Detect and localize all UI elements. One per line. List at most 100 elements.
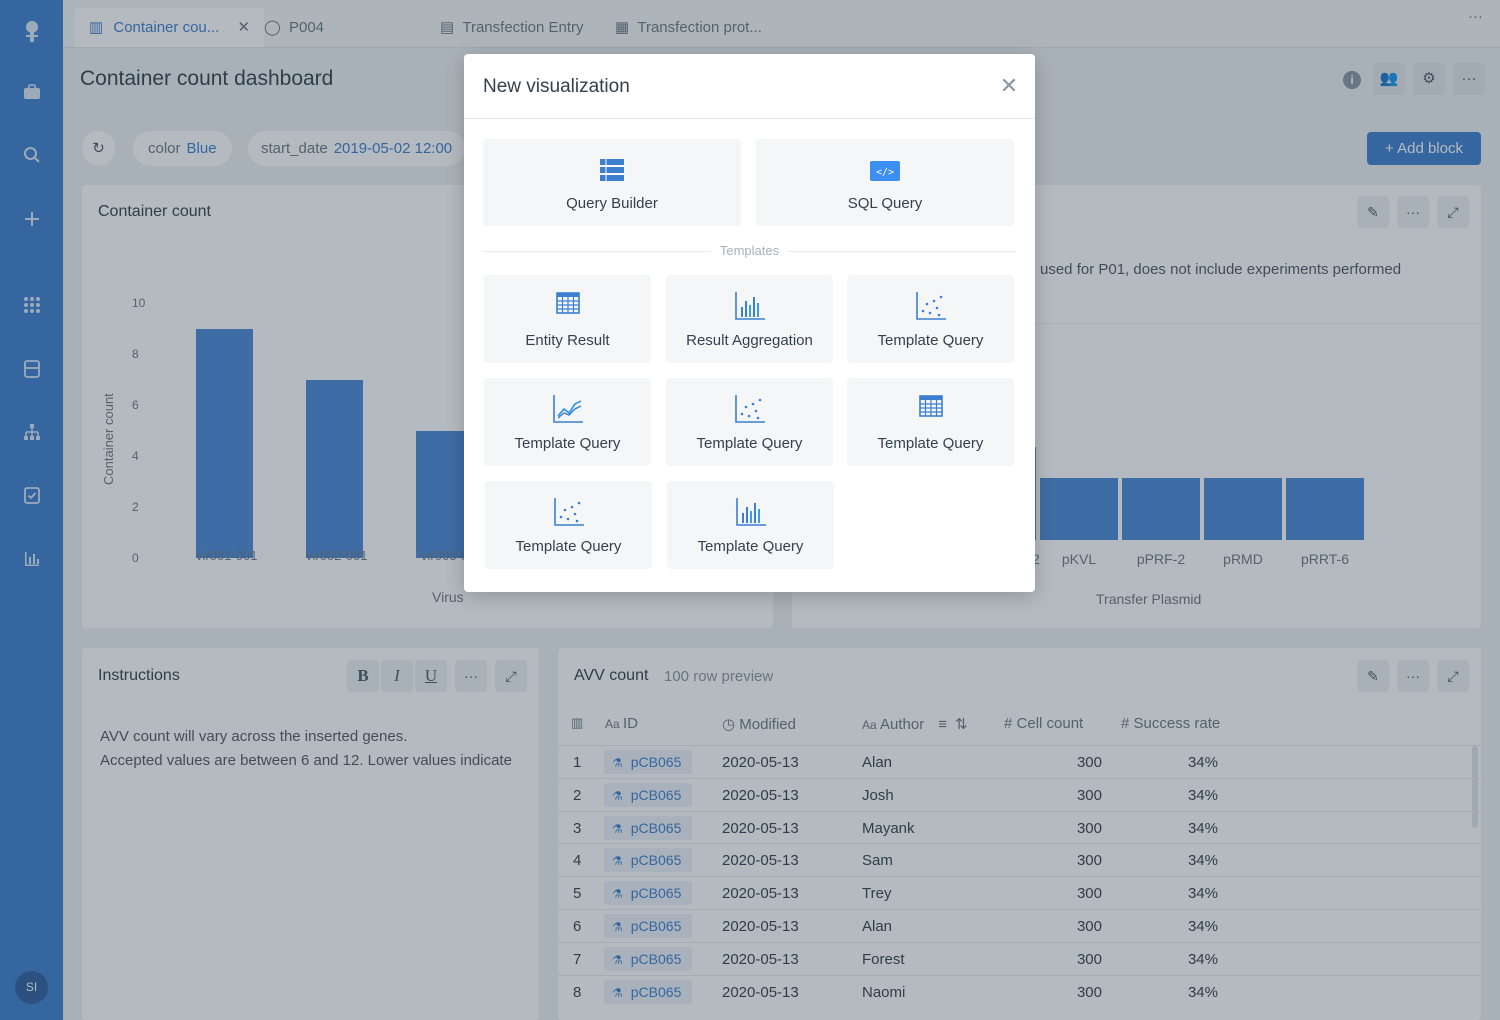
column-header-id[interactable]: Aa ID bbox=[605, 715, 638, 732]
tab-p004[interactable]: ◯ P004 bbox=[264, 8, 324, 47]
tab-transfection-entry[interactable]: ▤ Transfection Entry bbox=[440, 8, 584, 47]
template-option[interactable]: Template Query bbox=[485, 481, 652, 569]
entity-link[interactable]: ⚗ pCB065 bbox=[604, 815, 692, 840]
template-option[interactable]: Template Query bbox=[847, 275, 1014, 363]
info-icon[interactable]: i bbox=[1343, 71, 1361, 89]
columns-icon[interactable]: ▥ bbox=[571, 715, 584, 730]
entity-link[interactable]: ⚗ pCB065 bbox=[604, 848, 692, 873]
success-rate-cell: 34% bbox=[1187, 786, 1218, 804]
refresh-button[interactable]: ↻ bbox=[82, 131, 115, 166]
table-row[interactable]: 3 ⚗ pCB065 2020-05-13 Mayank 300 34% bbox=[558, 810, 1483, 845]
query-builder-option[interactable]: Query Builder bbox=[483, 139, 741, 226]
column-header-author[interactable]: Aa Author ≡ ⇅ bbox=[862, 715, 968, 733]
bar[interactable] bbox=[306, 379, 363, 558]
share-users-button[interactable]: 👥 bbox=[1373, 63, 1405, 95]
edit-button[interactable]: ✎ bbox=[1357, 196, 1389, 228]
analytics-icon[interactable] bbox=[20, 550, 44, 574]
x-tick-label: vir003-0 bbox=[421, 548, 468, 563]
modified-cell: 2020-05-13 bbox=[722, 983, 799, 1001]
table-row[interactable]: 6 ⚗ pCB065 2020-05-13 Alan 300 34% bbox=[558, 909, 1483, 943]
settings-button[interactable]: ⚙ bbox=[1413, 63, 1445, 95]
bold-button[interactable]: B bbox=[347, 660, 379, 692]
table-row[interactable]: 2 ⚗ pCB065 2020-05-13 Josh 300 34% bbox=[558, 777, 1483, 812]
table-row[interactable]: 7 ⚗ pCB065 2020-05-13 Forest 300 34% bbox=[558, 941, 1483, 976]
option-label: Query Builder bbox=[566, 195, 658, 212]
clipboard-check-icon[interactable] bbox=[20, 486, 44, 510]
template-option[interactable]: Template Query bbox=[666, 378, 833, 466]
filter-start-date[interactable]: start_date 2019-05-02 12:00 bbox=[248, 131, 466, 166]
entity-link[interactable]: ⚗ pCB065 bbox=[604, 881, 692, 906]
column-header-cell-count[interactable]: # Cell count bbox=[1004, 715, 1083, 732]
author-cell: Sam bbox=[862, 852, 893, 870]
bar[interactable] bbox=[1122, 477, 1200, 540]
underline-button[interactable]: U bbox=[415, 660, 447, 692]
table-row[interactable]: 1 ⚗ pCB065 2020-05-13 Alan 300 34% bbox=[558, 745, 1483, 779]
author-cell: Mayank bbox=[862, 819, 915, 837]
entity-link[interactable]: ⚗ pCB065 bbox=[604, 979, 692, 1004]
bar[interactable] bbox=[416, 430, 473, 558]
template-option[interactable]: Entity Result bbox=[484, 275, 651, 363]
tab-container-count[interactable]: ▥ Container cou... ✕ bbox=[75, 8, 265, 47]
x-tick-label: pRRT-6 bbox=[1301, 551, 1349, 567]
column-header-modified[interactable]: ◷ Modified bbox=[722, 715, 796, 733]
filter-color[interactable]: color Blue bbox=[133, 131, 232, 166]
apps-grid-icon[interactable] bbox=[20, 296, 44, 320]
tab-transfection-protocol[interactable]: ▦ Transfection prot... bbox=[615, 8, 762, 47]
new-visualization-dialog: New visualization ✕ Query Builder </> SQ… bbox=[464, 54, 1035, 592]
table-row[interactable]: 5 ⚗ pCB065 2020-05-13 Trey 300 34% bbox=[558, 876, 1483, 910]
edit-button[interactable]: ✎ bbox=[1357, 660, 1389, 692]
table-row[interactable]: 4 ⚗ pCB065 2020-05-13 Sam 300 34% bbox=[558, 843, 1483, 877]
expand-button[interactable]: ⤢ bbox=[1437, 196, 1469, 228]
italic-button[interactable]: I bbox=[381, 660, 413, 692]
benchling-logo-icon[interactable] bbox=[20, 20, 44, 44]
hierarchy-icon[interactable] bbox=[20, 423, 44, 447]
tab-label: P004 bbox=[288, 19, 325, 36]
template-option[interactable]: Template Query bbox=[667, 481, 834, 569]
bar[interactable] bbox=[196, 328, 253, 558]
modified-cell: 2020-05-13 bbox=[722, 852, 799, 870]
template-option[interactable]: Template Query bbox=[484, 378, 651, 466]
briefcase-icon[interactable] bbox=[20, 83, 44, 107]
more-button[interactable]: ··· bbox=[455, 660, 487, 692]
column-header-success-rate[interactable]: # Success rate bbox=[1121, 715, 1220, 732]
flask-icon: ⚗ bbox=[612, 821, 623, 836]
divider bbox=[483, 251, 711, 252]
entity-link[interactable]: ⚗ pCB065 bbox=[604, 782, 692, 807]
inbox-icon[interactable] bbox=[20, 360, 44, 384]
entity-link[interactable]: ⚗ pCB065 bbox=[604, 946, 692, 971]
flask-icon: ⚗ bbox=[612, 756, 623, 770]
plus-icon[interactable] bbox=[20, 210, 44, 234]
success-rate-cell: 34% bbox=[1187, 852, 1218, 870]
bar[interactable] bbox=[1286, 477, 1364, 540]
more-button[interactable]: ··· bbox=[1397, 660, 1429, 692]
sort-icon[interactable]: ⇅ bbox=[954, 716, 968, 733]
more-button[interactable]: ··· bbox=[1397, 196, 1429, 228]
x-axis-label: Transfer Plasmid bbox=[1096, 591, 1202, 607]
template-option[interactable]: Template Query bbox=[847, 378, 1014, 466]
expand-button[interactable]: ⤢ bbox=[1437, 660, 1469, 692]
tab-more-button[interactable]: ··· bbox=[1468, 8, 1483, 25]
scrollbar[interactable] bbox=[1472, 746, 1478, 828]
bar[interactable] bbox=[1204, 477, 1282, 540]
search-icon[interactable] bbox=[20, 146, 44, 170]
cell-count-cell: 300 bbox=[1076, 950, 1102, 968]
entity-link[interactable]: ⚗ pCB065 bbox=[604, 914, 692, 938]
tab-close-icon[interactable]: ✕ bbox=[237, 19, 251, 36]
add-block-button[interactable]: + Add block bbox=[1367, 132, 1481, 165]
more-button[interactable]: ··· bbox=[1453, 63, 1485, 95]
expand-icon: ⤢ bbox=[505, 668, 517, 684]
bar[interactable] bbox=[1040, 477, 1118, 540]
entity-id: pCB065 bbox=[630, 950, 682, 967]
tab-label: Transfection Entry bbox=[462, 19, 584, 36]
table-row[interactable]: 8 ⚗ pCB065 2020-05-13 Naomi 300 34% bbox=[558, 974, 1483, 1009]
expand-button[interactable]: ⤢ bbox=[495, 660, 527, 692]
close-button[interactable]: ✕ bbox=[997, 74, 1021, 98]
instructions-text[interactable]: AVV count will vary across the inserted … bbox=[100, 725, 512, 773]
filter-icon[interactable]: ≡ bbox=[938, 716, 947, 733]
sql-query-option[interactable]: </> SQL Query bbox=[756, 139, 1014, 226]
entity-link[interactable]: ⚗ pCB065 bbox=[604, 750, 692, 774]
author-cell: Alan bbox=[862, 918, 893, 935]
template-option[interactable]: Result Aggregation bbox=[666, 275, 833, 363]
user-avatar[interactable]: SI bbox=[15, 971, 48, 1004]
row-number: 8 bbox=[573, 983, 582, 1001]
